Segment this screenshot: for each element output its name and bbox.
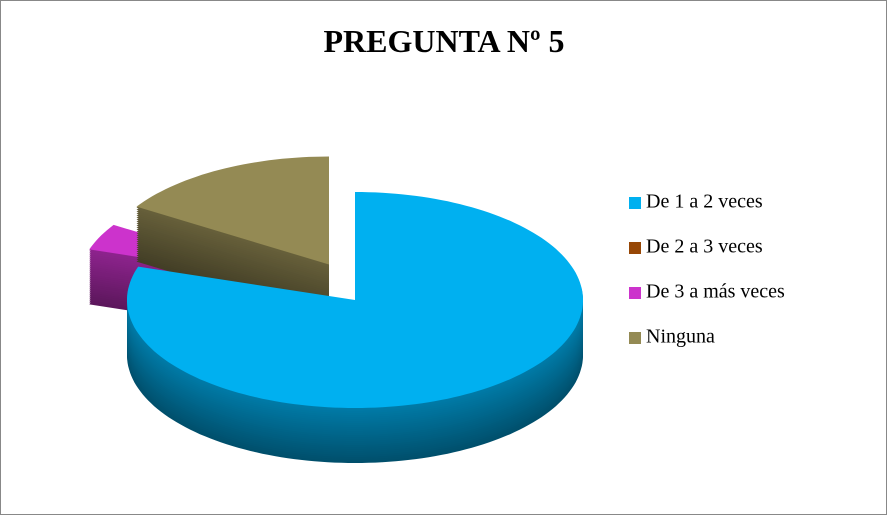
chart-title: PREGUNTA Nº 5 — [323, 23, 564, 59]
legend-swatch — [629, 197, 641, 209]
legend-label: De 3 a más veces — [646, 281, 785, 303]
slice-top — [127, 192, 583, 408]
slice-top — [136, 156, 329, 265]
legend-swatch — [629, 332, 641, 344]
pie-slice — [127, 192, 583, 463]
legend-swatch — [629, 287, 641, 299]
legend-label: De 1 a 2 veces — [646, 191, 763, 213]
legend-label: Ninguna — [646, 326, 715, 348]
legend-swatch — [629, 242, 641, 254]
pie-slice — [136, 156, 329, 320]
legend-label: De 2 a 3 veces — [646, 236, 763, 258]
